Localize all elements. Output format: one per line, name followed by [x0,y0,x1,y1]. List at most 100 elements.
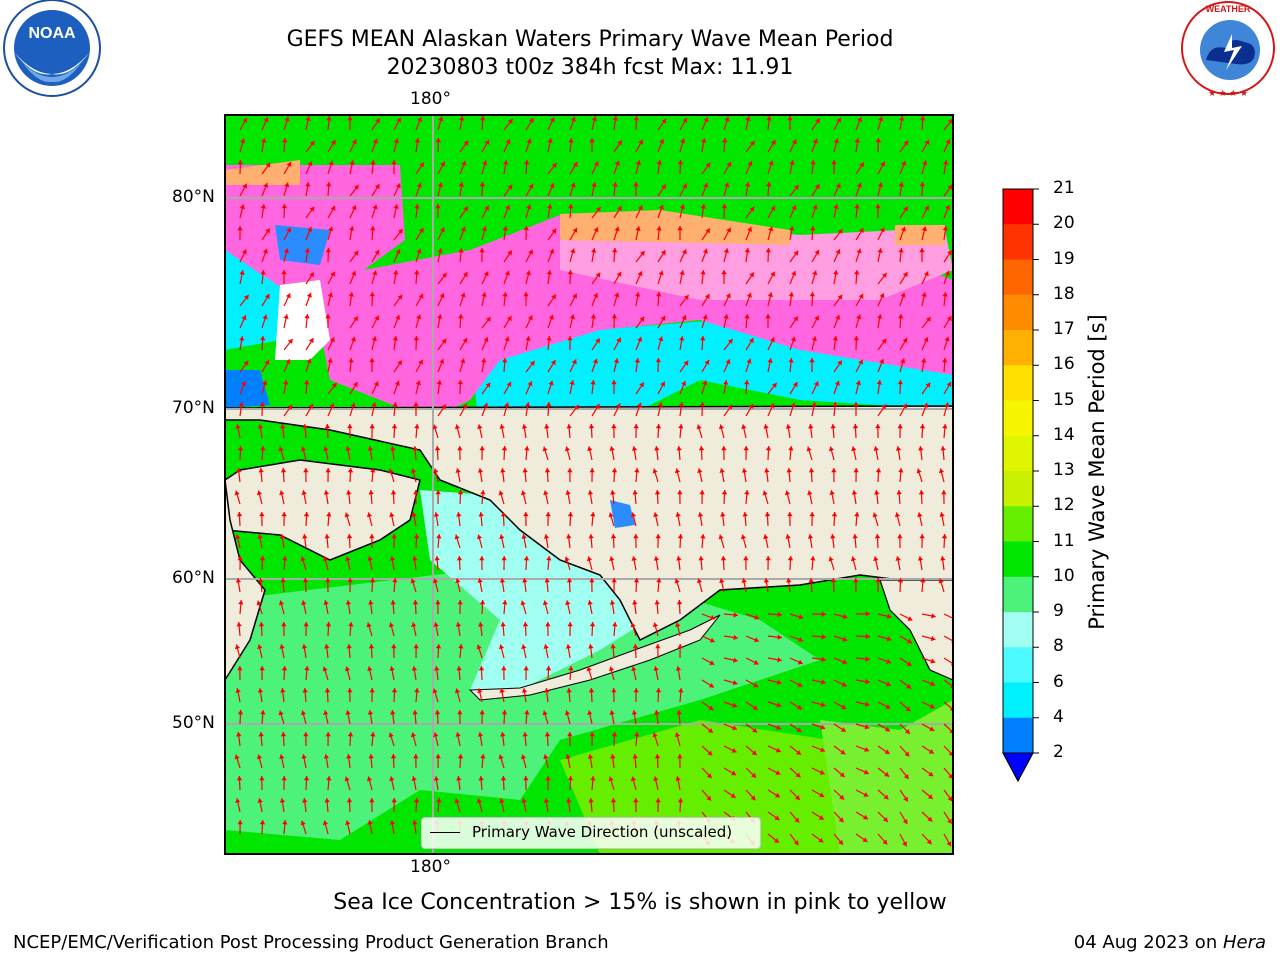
wave-arrow-head [435,138,441,143]
wave-arrow-head [674,732,681,738]
wave-arrow-head [286,161,292,167]
wave-arrow-head [922,160,928,166]
wave-arrow-head [326,512,332,517]
wave-arrow-head [280,578,286,583]
colorbar-segment [1003,506,1033,542]
wave-arrow-head [411,776,417,781]
map-legend: Primary Wave Direction (unscaled) [421,817,761,849]
wave-arrow-head [898,314,904,319]
wave-arrow-head [418,293,424,299]
wave-arrow-head [279,644,285,649]
wave-arrow-head [852,424,859,429]
wave-arrow-head [397,360,402,366]
wave-arrow-head [821,656,826,663]
colorbar-tick-label: 10 [1053,565,1075,586]
wave-arrow-head [525,270,531,276]
wave-arrow-head [416,248,422,254]
wave-arrow-head [776,702,782,708]
wave-arrow-head [279,534,286,539]
wave-arrow-head [942,226,948,231]
wave-arrow-head [812,138,818,144]
wave-arrow-head [238,402,244,407]
wave-arrow-head [346,644,352,649]
wave-arrow-head [820,724,826,730]
wave-arrow-head [856,182,862,188]
wave-arrow-head [301,600,307,606]
wave-arrow-head [259,820,266,825]
wave-arrow-head [765,314,771,319]
wave-arrow-head [677,798,684,803]
wave-arrow-head [500,732,506,737]
wave-arrow-head [573,405,579,410]
wave-arrow-head [784,490,791,496]
sea-ice-edge-east [895,225,945,245]
wave-arrow-head [945,139,951,145]
wave-arrow-head [477,424,483,430]
wave-arrow-head [501,666,507,671]
wave-arrow-head [413,490,419,495]
wave-arrow-head [775,792,780,798]
wave-arrow-head [798,637,804,642]
wave-arrow-head [749,141,755,146]
wave-arrow-head [546,336,552,341]
wave-arrow-head [322,666,328,672]
wave-arrow-head [500,512,507,517]
wave-arrow-head [304,248,310,253]
wave-arrow-head [919,534,925,539]
wave-arrow-head [523,776,529,781]
wave-arrow-head [350,336,356,342]
wave-arrow-head [810,226,816,231]
wave-arrow-head [413,644,419,649]
wave-arrow-head [797,659,803,665]
wave-arrow-head [280,688,286,693]
wave-arrow-head [570,116,576,122]
wave-arrow-head [281,204,287,209]
wave-arrow-head [655,688,662,693]
wave-arrow-head [547,138,553,143]
wave-arrow-head [284,182,290,188]
wave-arrow-head [329,337,335,343]
wave-arrow-head [858,359,863,365]
lon-label-top: 180° [410,89,451,109]
wave-arrow-head [634,358,640,363]
wave-arrow-head [303,622,309,627]
wave-arrow-head [393,270,399,275]
wave-arrow-head [588,688,595,693]
wave-arrow-head [594,404,600,410]
wave-arrow-head [747,161,753,167]
wave-arrow-head [414,204,420,209]
wave-arrow-head [776,725,782,730]
wave-arrow-head [568,204,574,209]
wave-arrow-head [374,315,379,321]
wave-arrow-head [680,138,686,144]
wave-arrow-head [831,512,838,517]
wave-arrow-head [456,666,462,671]
wave-arrow-head [287,339,293,344]
wave-arrow-head [498,490,504,496]
wave-arrow-head [237,226,243,231]
wave-arrow-head [637,205,643,211]
wave-arrow-head [946,841,952,847]
wave-arrow-head [543,644,549,649]
colorbar-tick-label: 12 [1053,495,1075,516]
colorbar-segment [1003,189,1033,225]
wave-arrow-head [480,754,486,759]
wave-arrow-head [884,771,890,777]
colorbar-tick-label: 8 [1053,636,1064,657]
wave-arrow-head [872,512,878,518]
wave-arrow-head [637,271,643,277]
wave-arrow-head [237,666,243,671]
wave-arrow-head [262,314,268,320]
wave-arrow-head [744,380,750,385]
wave-arrow-head [882,839,888,845]
wave-arrow-head [946,316,952,322]
lat-label-60: 60°N [172,568,215,588]
wave-arrow-head [476,534,483,540]
wave-arrow-head [265,228,270,234]
wave-arrow-head [616,206,622,212]
wave-arrow-head [652,622,659,628]
wave-arrow-head [741,424,747,430]
footer-date-text: 04 Aug 2023 on [1073,932,1223,953]
wave-arrow-head [929,703,935,709]
wave-arrow-head [304,380,310,385]
